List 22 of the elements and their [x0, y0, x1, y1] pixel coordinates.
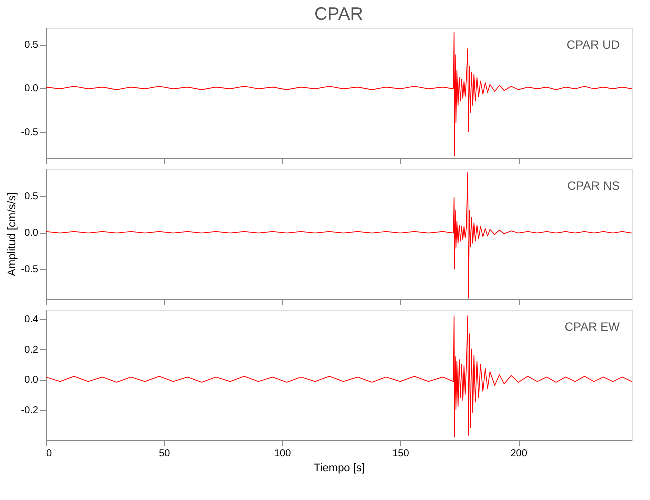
y-tick-label: 0.5 [24, 192, 39, 203]
x-tick-label: 50 [159, 448, 171, 460]
line-series [46, 316, 632, 438]
annotation: CPAR UD [566, 38, 620, 52]
annotation: CPAR EW [564, 320, 621, 334]
y-tick-label: 0.0 [24, 84, 39, 95]
x-axis-title: Tiempo [s] [314, 462, 365, 474]
chart-title: CPAR [314, 4, 364, 24]
y-axis-title: Amplitud [cm/s/s] [6, 192, 18, 276]
y-tick-label: 0.0 [24, 375, 39, 386]
x-tick-label: 0 [46, 448, 52, 460]
y-tick-label: -0.2 [21, 405, 39, 416]
y-tick-label: -0.5 [21, 127, 39, 138]
annotation: CPAR NS [568, 179, 620, 193]
x-tick-label: 100 [274, 448, 292, 460]
y-tick-label: 0.2 [24, 344, 39, 356]
x-tick-label: 150 [392, 448, 410, 460]
y-tick-label: 0.5 [24, 40, 39, 52]
y-tick-label: 0.4 [24, 314, 39, 326]
y-tick-label: 0.0 [24, 228, 39, 240]
y-tick-label: -0.5 [21, 264, 39, 276]
x-tick-label: 200 [510, 448, 528, 460]
